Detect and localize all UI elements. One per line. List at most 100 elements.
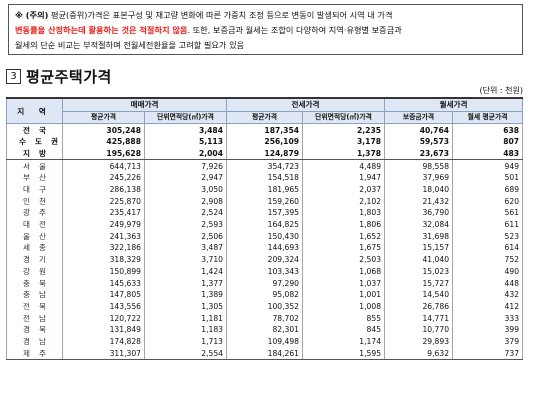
jeonse-avg-cell: 187,354: [226, 123, 304, 137]
note-warning: 변동률을 산정하는데 활용하는 것은 적절하지 않음: [15, 25, 188, 35]
jeonse-unit-cell: 1,947: [302, 172, 386, 184]
monthly-avg-cell: 379: [452, 335, 524, 348]
table-row: 수도권 425,888 5,113 256,109 3,178 59,573 807: [6, 136, 524, 148]
sale-avg-cell: 225,870: [62, 195, 145, 208]
deposit-cell: 98,558: [384, 159, 454, 173]
table-row: 경북 131,849 1,183 82,301 845 10,770 399: [6, 324, 524, 336]
sale-avg-header: 평균가격: [62, 110, 145, 125]
note-label: ※ (주의): [15, 10, 49, 20]
jeonse-avg-cell: 100,352: [226, 300, 304, 313]
note-text-2: . 또한, 보증금과 월세는 조합이 다양하여 지역·유형별 보증금과: [187, 25, 402, 35]
region-cell: 수도권: [6, 136, 63, 148]
sale-avg-cell: 249,979: [62, 218, 145, 231]
jeonse-avg-cell: 209,324: [226, 253, 304, 266]
sale-unit-cell: 1,183: [143, 324, 228, 336]
housing-price-table: 지 역 매매가격 전세가격 월세가격 평균가격 단위면적당(㎡)가격 평균가격 …: [6, 97, 524, 361]
deposit-cell: 14,771: [384, 312, 454, 325]
table-row: 전북 143,556 1,305 100,352 1,008 26,786 412: [6, 300, 524, 313]
deposit-cell: 29,893: [384, 335, 454, 348]
deposit-cell: 23,673: [384, 147, 454, 161]
table-row: 대전 249,979 2,593 164,825 1,806 32,084 611: [6, 218, 524, 231]
caution-note: ※ (주의) 평균(중위)가격은 표본구성 및 재고량 변화에 따른 가중치 조…: [8, 4, 523, 55]
jeonse-unit-cell: 2,503: [302, 253, 386, 266]
region-cell: 광주: [6, 207, 63, 219]
monthly-avg-cell: 614: [452, 242, 524, 254]
sale-avg-cell: 147,805: [62, 289, 145, 301]
jeonse-avg-cell: 109,498: [226, 335, 304, 348]
region-cell: 울산: [6, 230, 63, 243]
deposit-cell: 14,540: [384, 289, 454, 301]
monthly-avg-header: 월세 평균가격: [452, 110, 524, 125]
jeonse-unit-cell: 1,037: [302, 277, 386, 289]
region-cell: 서울: [6, 159, 63, 173]
jeonse-unit-cell: 1,174: [302, 335, 386, 348]
jeonse-unit-cell: 2,102: [302, 195, 386, 208]
region-cell: 지방: [6, 147, 63, 161]
monthly-avg-cell: 483: [452, 147, 524, 161]
sale-unit-cell: 2,506: [143, 230, 228, 243]
monthly-avg-cell: 689: [452, 183, 524, 196]
monthly-avg-cell: 638: [452, 123, 524, 137]
jeonse-unit-cell: 1,595: [302, 347, 386, 361]
sale-unit-cell: 2,593: [143, 218, 228, 231]
sale-avg-cell: 143,556: [62, 300, 145, 313]
sale-avg-cell: 131,849: [62, 324, 145, 336]
region-cell: 경북: [6, 324, 63, 336]
sale-avg-cell: 120,722: [62, 312, 145, 325]
table-row: 지방 195,628 2,004 124,879 1,378 23,673 483: [6, 147, 524, 161]
jeonse-avg-cell: 157,395: [226, 207, 304, 219]
jeonse-avg-cell: 97,290: [226, 277, 304, 289]
table-row: 강원 150,899 1,424 103,343 1,068 15,023 490: [6, 265, 524, 278]
table-row: 경남 174,828 1,713 109,498 1,174 29,893 379: [6, 335, 524, 348]
region-cell: 경남: [6, 335, 63, 348]
jeonse-avg-cell: 154,518: [226, 172, 304, 184]
sale-unit-cell: 1,389: [143, 289, 228, 301]
jeonse-unit-cell: 1,652: [302, 230, 386, 243]
section-title: 평균주택가격: [26, 68, 112, 86]
deposit-cell: 18,040: [384, 183, 454, 196]
note-text-1: 평균(중위)가격은 표본구성 및 재고량 변화에 따른 가중치 조정 등으로 변…: [48, 10, 393, 20]
sale-unit-cell: 3,484: [143, 123, 228, 137]
sale-unit-cell: 7,926: [143, 159, 228, 173]
region-cell: 강원: [6, 265, 63, 278]
jeonse-avg-cell: 354,723: [226, 159, 304, 173]
sale-avg-cell: 425,888: [62, 136, 145, 148]
sale-unit-cell: 2,004: [143, 147, 228, 161]
region-cell: 전남: [6, 312, 63, 325]
table-row: 울산 241,363 2,506 150,430 1,652 31,698 523: [6, 230, 524, 243]
table-row: 충남 147,805 1,389 95,082 1,001 14,540 432: [6, 289, 524, 301]
region-cell: 세종: [6, 242, 63, 254]
sale-unit-cell: 2,524: [143, 207, 228, 219]
monthly-avg-cell: 432: [452, 289, 524, 301]
region-cell: 전북: [6, 300, 63, 313]
sale-avg-cell: 322,186: [62, 242, 145, 254]
jeonse-avg-cell: 256,109: [226, 136, 304, 148]
jeonse-avg-cell: 78,702: [226, 312, 304, 325]
region-cell: 충남: [6, 289, 63, 301]
sale-avg-cell: 644,713: [62, 159, 145, 173]
note-line-1: ※ (주의) 평균(중위)가격은 표본구성 및 재고량 변화에 따른 가중치 조…: [15, 8, 516, 23]
sale-avg-cell: 145,633: [62, 277, 145, 289]
region-header: 지 역: [6, 97, 63, 125]
deposit-cell: 40,764: [384, 123, 454, 137]
table-row: 대구 286,138 3,050 181,965 2,037 18,040 689: [6, 183, 524, 196]
monthly-avg-cell: 523: [452, 230, 524, 243]
section-heading: 3 평균주택가격: [6, 66, 112, 87]
deposit-cell: 26,786: [384, 300, 454, 313]
jeonse-avg-cell: 144,693: [226, 242, 304, 254]
deposit-cell: 37,969: [384, 172, 454, 184]
sale-unit-cell: 1,181: [143, 312, 228, 325]
jeonse-header: 전세가격: [226, 97, 386, 112]
deposit-cell: 41,040: [384, 253, 454, 266]
note-line-3: 월세의 단순 비교는 부적절하며 전월세전환율을 고려할 필요가 있음: [15, 40, 245, 50]
sale-avg-cell: 286,138: [62, 183, 145, 196]
monthly-header: 월세가격: [384, 97, 524, 112]
sale-unit-cell: 3,710: [143, 253, 228, 266]
jeonse-unit-header: 단위면적당(㎡)가격: [302, 110, 386, 125]
jeonse-unit-cell: 1,806: [302, 218, 386, 231]
deposit-cell: 15,727: [384, 277, 454, 289]
monthly-avg-cell: 490: [452, 265, 524, 278]
sale-unit-cell: 2,947: [143, 172, 228, 184]
monthly-avg-cell: 737: [452, 347, 524, 361]
sale-unit-cell: 3,050: [143, 183, 228, 196]
